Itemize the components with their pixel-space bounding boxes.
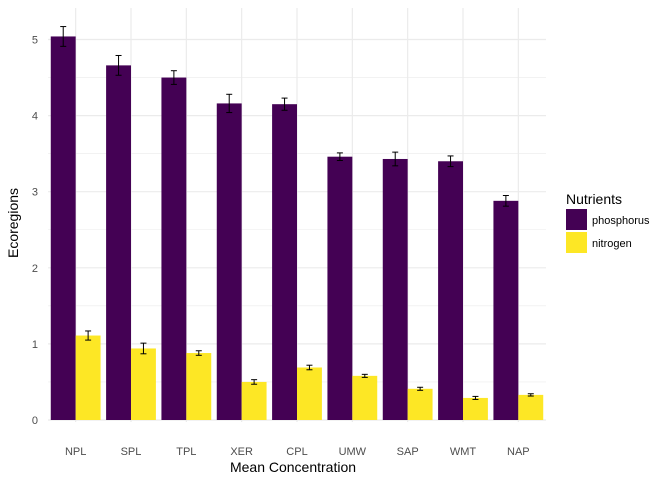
error-bar-phosphorus-sap	[392, 151, 399, 167]
x-tick-label: NPL	[65, 446, 86, 458]
error-bar-phosphorus-xer	[226, 93, 233, 114]
error-bar-phosphorus-spl	[115, 54, 122, 76]
bar-nitrogen-wmt	[463, 397, 488, 420]
x-tick-label: SAP	[397, 446, 419, 458]
x-axis-ticks: NPL SPL TPL XER CPL UMW SAP WMT NAP	[65, 446, 530, 458]
error-bars	[60, 26, 534, 400]
bar-nitrogen-spl	[131, 348, 156, 420]
bar-nitrogen-umw	[352, 375, 378, 420]
bars	[50, 36, 544, 421]
x-tick-label: CPL	[286, 446, 307, 458]
error-bar-nitrogen-umw	[361, 373, 368, 378]
error-bar-nitrogen-sap	[417, 386, 424, 391]
error-bar-nitrogen-spl	[140, 342, 147, 355]
x-tick-label: SPL	[121, 446, 142, 458]
y-tick-label: 2	[32, 263, 38, 275]
legend-label-nitrogen: nitrogen	[592, 238, 632, 250]
y-axis-ticks: 0 1 2 3 4 5	[32, 35, 38, 428]
error-bar-nitrogen-npl	[85, 330, 92, 341]
error-bar-phosphorus-cpl	[281, 97, 288, 111]
error-bar-nitrogen-cpl	[306, 364, 313, 371]
bar-phosphorus-umw	[327, 156, 353, 420]
error-bar-nitrogen-nap	[527, 393, 534, 397]
error-bar-phosphorus-wmt	[447, 155, 454, 168]
error-bar-nitrogen-xer	[251, 379, 258, 385]
bar-phosphorus-tpl	[161, 77, 187, 421]
error-bar-nitrogen-wmt	[472, 395, 479, 400]
bar-phosphorus-wmt	[438, 161, 463, 420]
bar-nitrogen-npl	[75, 335, 101, 420]
bar-phosphorus-cpl	[272, 104, 297, 420]
legend-swatch-nitrogen	[566, 232, 587, 253]
x-tick-label: UMW	[339, 446, 367, 458]
bar-nitrogen-tpl	[186, 353, 212, 420]
bar-phosphorus-spl	[106, 65, 131, 421]
y-tick-label: 3	[32, 187, 38, 199]
x-axis-title: Mean Concentration	[230, 459, 356, 475]
y-tick-label: 4	[32, 111, 38, 123]
legend: Nutrients phosphorus nitrogen	[566, 191, 650, 253]
bar-phosphorus-npl	[50, 36, 76, 421]
legend-swatch-phosphorus	[566, 209, 587, 230]
bar-nitrogen-xer	[241, 381, 267, 420]
legend-title: Nutrients	[566, 191, 622, 207]
legend-label-phosphorus: phosphorus	[592, 215, 650, 227]
y-tick-label: 0	[32, 415, 38, 427]
bar-phosphorus-nap	[493, 200, 519, 420]
error-bar-phosphorus-tpl	[170, 70, 177, 85]
y-axis-title: Ecoregions	[5, 188, 21, 258]
x-tick-label: TPL	[176, 446, 196, 458]
x-tick-label: NAP	[507, 446, 530, 458]
error-bar-phosphorus-npl	[60, 26, 67, 47]
error-bar-phosphorus-umw	[336, 152, 343, 161]
bar-nitrogen-sap	[407, 388, 433, 420]
x-tick-label: WMT	[450, 446, 477, 458]
error-bar-phosphorus-nap	[502, 195, 509, 207]
bar-phosphorus-xer	[216, 103, 242, 420]
bar-nitrogen-cpl	[297, 367, 322, 420]
bar-nitrogen-nap	[518, 394, 544, 420]
bar-phosphorus-sap	[382, 158, 408, 421]
error-bar-nitrogen-tpl	[195, 350, 202, 356]
y-tick-label: 1	[32, 339, 38, 351]
y-tick-label: 5	[32, 35, 38, 47]
x-tick-label: XER	[230, 446, 253, 458]
